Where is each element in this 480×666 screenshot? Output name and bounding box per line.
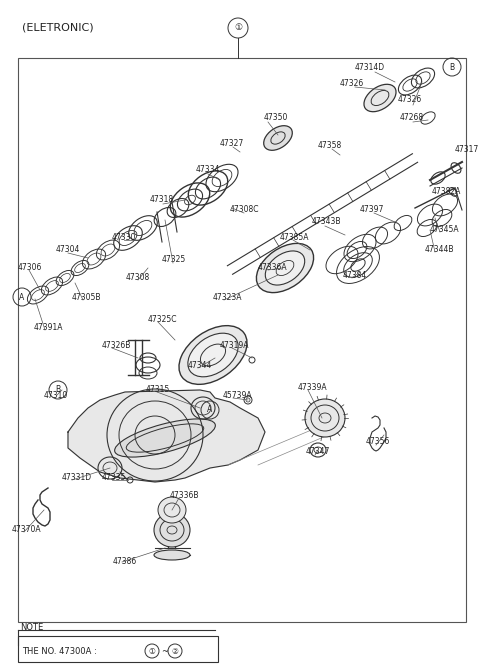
Text: 47385A: 47385A: [280, 232, 310, 242]
Text: 47382A: 47382A: [432, 188, 461, 196]
Text: ~: ~: [161, 647, 168, 657]
Text: 47384: 47384: [343, 270, 367, 280]
Text: 47325: 47325: [162, 256, 186, 264]
Ellipse shape: [265, 251, 305, 285]
Ellipse shape: [188, 333, 238, 377]
Text: 47326B: 47326B: [102, 340, 132, 350]
Text: 47350: 47350: [264, 113, 288, 123]
Text: 47308: 47308: [126, 272, 150, 282]
Ellipse shape: [256, 243, 313, 292]
Text: NOTE: NOTE: [20, 623, 43, 633]
Text: 47391A: 47391A: [34, 322, 63, 332]
Polygon shape: [68, 390, 265, 482]
Text: 47308C: 47308C: [230, 206, 260, 214]
Text: 47336B: 47336B: [170, 490, 200, 500]
Ellipse shape: [305, 399, 345, 437]
Text: A: A: [19, 292, 24, 302]
Text: 47268: 47268: [400, 113, 424, 123]
Text: 47304: 47304: [56, 246, 80, 254]
Text: 47330: 47330: [112, 232, 136, 242]
Text: 47358: 47358: [318, 141, 342, 149]
Text: 47344: 47344: [188, 360, 212, 370]
Text: 47370A: 47370A: [12, 525, 42, 533]
Text: 47331D: 47331D: [62, 472, 92, 482]
Text: 47317: 47317: [455, 145, 479, 155]
Text: 47343B: 47343B: [312, 218, 341, 226]
Text: 47306: 47306: [18, 262, 42, 272]
Text: THE NO. 47300A :: THE NO. 47300A :: [22, 647, 97, 657]
Text: (ELETRONIC): (ELETRONIC): [22, 23, 94, 33]
Text: 47339A: 47339A: [298, 382, 328, 392]
Text: 47335: 47335: [102, 472, 126, 482]
Text: 47326: 47326: [340, 79, 364, 89]
Ellipse shape: [179, 326, 247, 384]
Text: ①: ①: [234, 23, 242, 33]
Text: ②: ②: [171, 647, 179, 655]
Ellipse shape: [115, 419, 216, 457]
Text: 47310: 47310: [44, 390, 68, 400]
Text: 47314D: 47314D: [355, 63, 385, 73]
Text: 47323A: 47323A: [213, 292, 242, 302]
Ellipse shape: [264, 126, 292, 151]
Text: 47326: 47326: [398, 95, 422, 105]
Text: 47344B: 47344B: [425, 244, 455, 254]
Text: 45739A: 45739A: [223, 390, 252, 400]
Text: 47356: 47356: [366, 438, 390, 446]
Text: 47347: 47347: [306, 448, 330, 456]
Ellipse shape: [364, 85, 396, 112]
Text: 47397: 47397: [360, 206, 384, 214]
Text: 47319A: 47319A: [220, 340, 250, 350]
Bar: [18, 636, 218, 662]
Text: B: B: [449, 63, 455, 71]
Text: ①: ①: [149, 647, 156, 655]
Ellipse shape: [154, 513, 190, 547]
Text: 47318: 47318: [150, 196, 174, 204]
Text: B: B: [55, 386, 60, 394]
Ellipse shape: [158, 497, 186, 523]
Text: 47327: 47327: [220, 139, 244, 147]
Text: 47334: 47334: [196, 165, 220, 174]
Ellipse shape: [154, 550, 190, 560]
Text: 47325C: 47325C: [148, 314, 178, 324]
Text: 47336A: 47336A: [258, 262, 288, 272]
Text: 47315: 47315: [146, 384, 170, 394]
Text: 47305B: 47305B: [72, 292, 101, 302]
Text: 47386: 47386: [113, 557, 137, 567]
Bar: [18, 58, 466, 622]
Text: A: A: [207, 406, 213, 414]
Text: 47345A: 47345A: [430, 224, 460, 234]
